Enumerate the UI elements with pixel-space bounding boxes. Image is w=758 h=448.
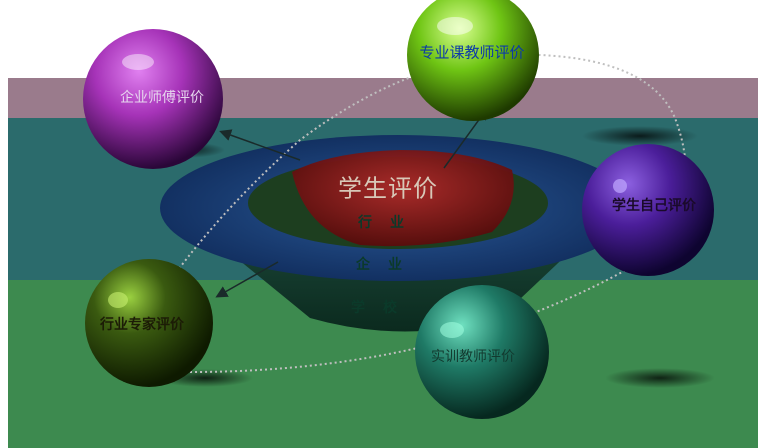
ball-enterprise-mentor (83, 29, 223, 169)
center-title: 学生评价 (338, 174, 438, 203)
ball-highlight (437, 17, 473, 35)
label-enterprise-mentor: 企业师傅评价 (120, 90, 204, 106)
ring-label-school: 学校 (351, 300, 415, 316)
arrow-to-enterprise (219, 129, 301, 161)
arrow-to-expert (215, 261, 279, 298)
ball-highlight (613, 179, 627, 193)
shadow (605, 368, 715, 388)
ball-highlight (108, 292, 128, 308)
ring-label-industry: 行业 (358, 215, 422, 231)
ball-industry-expert (85, 259, 213, 387)
ball-highlight (440, 322, 464, 338)
shadow (582, 126, 698, 146)
label-course-teacher: 专业课教师评价 (419, 43, 525, 62)
ball-training-teacher (415, 285, 549, 419)
center-bowl (160, 135, 636, 332)
label-self: 学生自己评价 (612, 198, 696, 214)
label-industry-expert: 行业专家评价 (100, 317, 184, 333)
label-training-teacher: 实训教师评价 (431, 349, 515, 365)
ball-self (582, 144, 714, 276)
ring-label-enterprise: 企业 (356, 257, 420, 273)
ball-highlight (122, 54, 154, 70)
